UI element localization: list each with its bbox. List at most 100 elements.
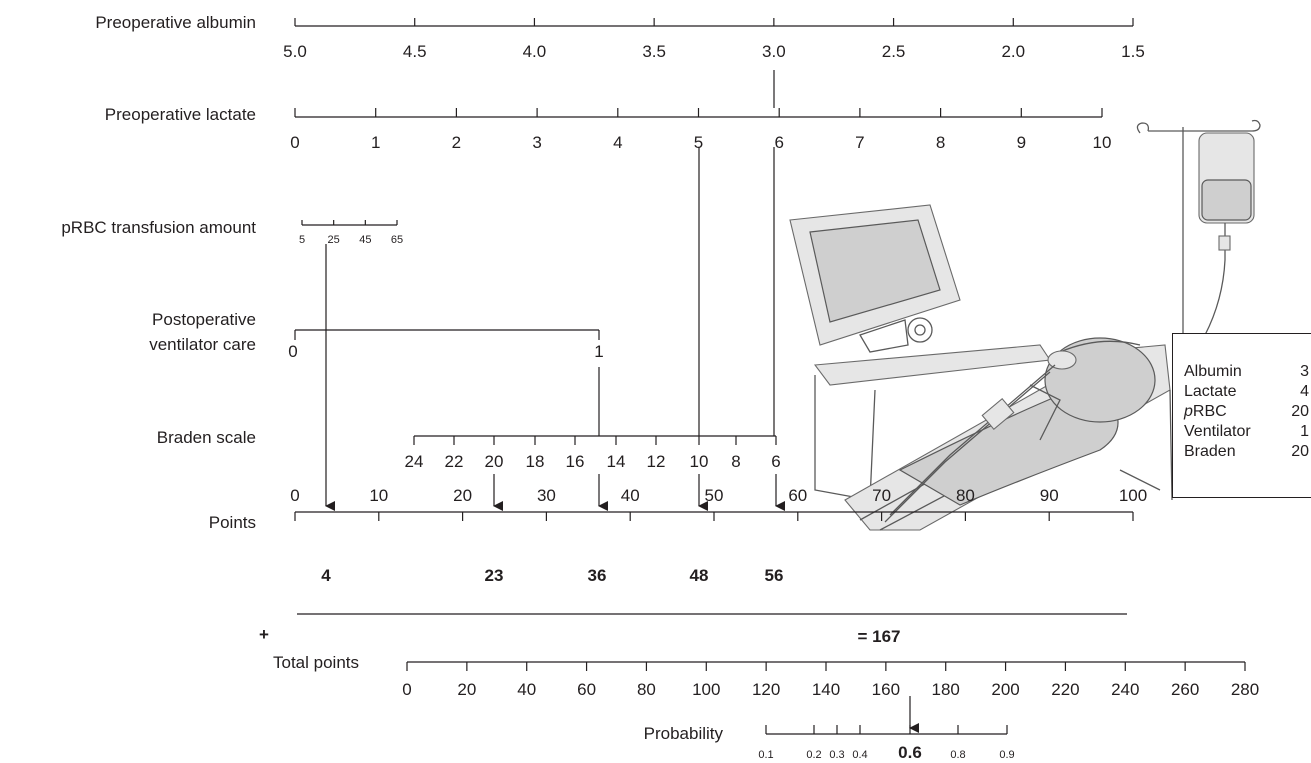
- braden-tick-label: 14: [607, 452, 626, 471]
- probability-label: Probability: [644, 724, 724, 743]
- lactate-row: Preoperative lactate 0 1 2 3 4 5 6 7 8 9 10: [105, 105, 1112, 152]
- albumin-row: Preoperative albumin 5.0 4.5 4.0 3.5 3.0 2.5 2…: [95, 13, 1144, 61]
- points-tick-label: 80: [956, 486, 975, 505]
- points-tick-label: 40: [621, 486, 640, 505]
- plus-sign: +: [259, 625, 269, 644]
- total-tick-label: 260: [1171, 680, 1199, 699]
- albumin-tick-label: 1.5: [1121, 42, 1145, 61]
- braden-tick-label: 6: [771, 452, 780, 471]
- lactate-tick-label: 0: [290, 133, 299, 152]
- probability-tick-label: 0.1: [758, 749, 773, 761]
- point-value-3: 36: [588, 566, 607, 585]
- lactate-tick-label: 5: [694, 133, 703, 152]
- albumin-tick-label: 4.5: [403, 42, 427, 61]
- albumin-ticks: 5.0 4.5 4.0 3.5 3.0 2.5 2.0 1.5: [283, 18, 1145, 61]
- braden-tick-label: 8: [731, 452, 740, 471]
- total-label: Total points: [273, 653, 359, 672]
- points-tick-label: 90: [1040, 486, 1059, 505]
- points-row: Points 0 10 20 30 40 50 60 70 80 90 100: [209, 486, 1147, 532]
- braden-tick-label: 10: [690, 452, 709, 471]
- braden-tick-label: 16: [566, 452, 585, 471]
- braden-label: Braden scale: [157, 428, 256, 447]
- legend-value: 3: [1300, 363, 1309, 380]
- probability-value: 0.6: [898, 743, 922, 762]
- probability-tick-label: 0.8: [950, 749, 965, 761]
- total-tick-label: 180: [932, 680, 960, 699]
- ventilator-tube-icon: [884, 364, 1061, 523]
- lactate-tick-label: 1: [371, 133, 380, 152]
- example-values-legend: Albumin 3 Lactate 4 pRBC 20 Ventilator 1…: [1172, 333, 1311, 498]
- legend-key: Ventilator: [1184, 423, 1251, 440]
- lactate-tick-label: 7: [855, 133, 864, 152]
- ventilator-label-line1: Postoperative: [152, 310, 256, 329]
- total-tick-label: 120: [752, 680, 780, 699]
- legend-value: 20: [1291, 443, 1309, 460]
- lactate-label: Preoperative lactate: [105, 105, 256, 124]
- prbc-row: pRBC transfusion amount 5 25 45 65: [61, 218, 403, 246]
- lactate-tick-label: 6: [774, 133, 783, 152]
- points-tick-label: 70: [872, 486, 891, 505]
- points-tick-label: 20: [453, 486, 472, 505]
- ventilator-label-line2: ventilator care: [149, 335, 256, 354]
- prbc-tick-label: 25: [328, 234, 340, 246]
- points-tick-label: 10: [369, 486, 388, 505]
- points-label: Points: [209, 513, 256, 532]
- legend-key: Lactate: [1184, 383, 1237, 400]
- albumin-tick-label: 3.5: [642, 42, 666, 61]
- total-tick-label: 140: [812, 680, 840, 699]
- total-tick-label: 60: [577, 680, 596, 699]
- probability-tick-label: 0.4: [852, 749, 867, 761]
- legend-row-ventilator: Ventilator 1: [1184, 422, 1311, 442]
- points-tick-label: 0: [290, 486, 299, 505]
- braden-ticks: 24 22 20 18 16 14 12 10 8 6: [405, 436, 781, 471]
- points-tick-label: 100: [1119, 486, 1147, 505]
- probability-tick-label: 0.3: [829, 749, 844, 761]
- probability-tick-label: 0.2: [806, 749, 821, 761]
- albumin-tick-label: 2.5: [882, 42, 906, 61]
- total-tick-label: 280: [1231, 680, 1259, 699]
- albumin-tick-label: 2.0: [1001, 42, 1025, 61]
- point-value-2: 23: [485, 566, 504, 585]
- total-row: Total points 0 20 40 60 80 100 120 140 160 180 200…: [273, 653, 1259, 733]
- total-ticks: 0 20 40 60 80 100 120 140 160 180 200 220 240 260 280: [402, 662, 1259, 699]
- points-ticks: 0 10 20 30 40 50 60 70 80 90 100: [290, 486, 1147, 521]
- lactate-tick-label: 3: [532, 133, 541, 152]
- legend-row-prbc: pRBC 20: [1184, 402, 1311, 422]
- monitor-icon: [789, 204, 961, 353]
- legend-row-braden: Braden 20: [1184, 442, 1311, 462]
- total-tick-label: 0: [402, 680, 411, 699]
- legend-key-rest: RBC: [1192, 403, 1227, 420]
- lactate-tick-label: 8: [936, 133, 945, 152]
- braden-tick-label: 24: [405, 452, 424, 471]
- point-value-5: 56: [765, 566, 784, 585]
- total-tick-label: 80: [637, 680, 656, 699]
- probability-tick-label: 0.9: [999, 749, 1014, 761]
- braden-tick-label: 22: [445, 452, 464, 471]
- points-tick-label: 50: [705, 486, 724, 505]
- legend-value: 4: [1300, 383, 1309, 400]
- reading-guides: [325, 70, 785, 511]
- patient-icon: [898, 337, 1156, 506]
- braden-row: Braden scale 24 22 20 18 16 14 12 10 8 6: [157, 428, 781, 471]
- lactate-tick-label: 2: [452, 133, 461, 152]
- albumin-tick-label: 3.0: [762, 42, 786, 61]
- example-calculation: 4 23 36 48 56 + = 167: [259, 566, 1127, 646]
- icu-illustration: [789, 119, 1261, 531]
- legend-key-italic: p: [1184, 403, 1193, 420]
- probability-row: Probability 0.1 0.2 0.3 0.4 0.6 0.8 0.9 0.6: [644, 724, 1015, 762]
- total-tick-label: 20: [457, 680, 476, 699]
- legend-value: 1: [1300, 423, 1309, 440]
- total-tick-label: 240: [1111, 680, 1139, 699]
- total-tick-label: 40: [517, 680, 536, 699]
- lactate-tick-label: 9: [1017, 133, 1026, 152]
- albumin-tick-label: 5.0: [283, 42, 307, 61]
- ventilator-tick-1: 1: [594, 342, 603, 361]
- lactate-tick-label: 4: [613, 133, 622, 152]
- braden-tick-label: 20: [485, 452, 504, 471]
- legend-row-albumin: Albumin 3: [1184, 362, 1311, 382]
- total-tick-label: 100: [692, 680, 720, 699]
- probability-ticks: 0.1 0.2 0.3 0.4 0.6 0.8 0.9: [758, 725, 1015, 761]
- point-value-4: 48: [690, 566, 709, 585]
- prbc-tick-label: 65: [391, 234, 403, 246]
